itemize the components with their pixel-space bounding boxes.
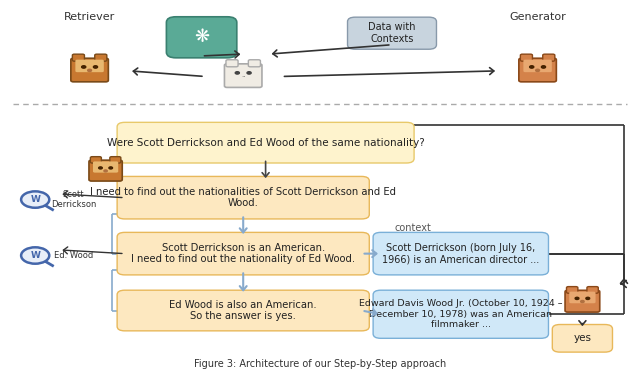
Text: Edward Davis Wood Jr. (October 10, 1924 –
December 10, 1978) was an American
fil: Edward Davis Wood Jr. (October 10, 1924 … <box>359 300 563 329</box>
Text: W: W <box>30 251 40 260</box>
Text: ..: .. <box>241 72 246 78</box>
FancyBboxPatch shape <box>110 157 121 163</box>
FancyBboxPatch shape <box>373 232 548 275</box>
FancyBboxPatch shape <box>71 58 108 82</box>
FancyBboxPatch shape <box>566 286 578 293</box>
Circle shape <box>21 191 49 208</box>
FancyBboxPatch shape <box>117 290 369 331</box>
Text: I need to find out the nationalities of Scott Derrickson and Ed
Wood.: I need to find out the nationalities of … <box>90 187 396 209</box>
FancyBboxPatch shape <box>569 292 596 303</box>
FancyBboxPatch shape <box>373 290 548 338</box>
FancyBboxPatch shape <box>76 60 104 72</box>
FancyBboxPatch shape <box>520 54 532 61</box>
Text: Scott Derrickson (born July 16,
1966) is an American director ...: Scott Derrickson (born July 16, 1966) is… <box>382 243 540 264</box>
Text: Were Scott Derrickson and Ed Wood of the same nationality?: Were Scott Derrickson and Ed Wood of the… <box>107 138 424 148</box>
FancyBboxPatch shape <box>543 54 555 61</box>
Circle shape <box>21 247 49 264</box>
FancyBboxPatch shape <box>117 232 369 275</box>
FancyBboxPatch shape <box>72 54 84 61</box>
Circle shape <box>536 69 540 72</box>
Text: Ed Wood is also an American.
So the answer is yes.: Ed Wood is also an American. So the answ… <box>170 300 317 321</box>
Circle shape <box>580 301 584 303</box>
Circle shape <box>82 66 86 68</box>
Text: Retriever: Retriever <box>64 12 115 22</box>
Circle shape <box>109 167 113 169</box>
Text: yes: yes <box>573 333 591 343</box>
Circle shape <box>530 66 534 68</box>
Text: Generator: Generator <box>509 12 566 22</box>
Text: Data with
Contexts: Data with Contexts <box>368 22 416 44</box>
FancyBboxPatch shape <box>225 64 262 87</box>
Circle shape <box>541 66 545 68</box>
Circle shape <box>586 297 589 300</box>
Text: Scott Derrickson is an American.
I need to find out the nationality of Ed Wood.: Scott Derrickson is an American. I need … <box>131 243 355 264</box>
FancyBboxPatch shape <box>519 58 556 82</box>
Circle shape <box>99 167 102 169</box>
Circle shape <box>93 66 97 68</box>
FancyBboxPatch shape <box>552 325 612 352</box>
FancyBboxPatch shape <box>89 160 122 181</box>
Text: Ed. Wood: Ed. Wood <box>54 251 93 260</box>
FancyBboxPatch shape <box>524 60 552 72</box>
Circle shape <box>236 72 239 74</box>
Circle shape <box>104 170 108 172</box>
Text: Figure 3: Architecture of our Step-by-Step approach: Figure 3: Architecture of our Step-by-St… <box>194 358 446 369</box>
FancyBboxPatch shape <box>587 286 598 293</box>
FancyBboxPatch shape <box>565 290 600 312</box>
Text: context: context <box>394 223 431 233</box>
FancyBboxPatch shape <box>166 17 237 58</box>
FancyBboxPatch shape <box>95 54 107 61</box>
Text: Scott
Derrickson: Scott Derrickson <box>51 190 96 209</box>
FancyBboxPatch shape <box>226 60 238 67</box>
Circle shape <box>247 72 251 74</box>
FancyBboxPatch shape <box>93 162 118 173</box>
FancyBboxPatch shape <box>117 122 414 163</box>
Text: W: W <box>30 195 40 204</box>
FancyBboxPatch shape <box>348 17 436 49</box>
Circle shape <box>88 69 92 72</box>
Circle shape <box>575 297 579 300</box>
FancyBboxPatch shape <box>248 60 260 67</box>
Text: ❋: ❋ <box>194 28 209 46</box>
FancyBboxPatch shape <box>117 176 369 219</box>
FancyBboxPatch shape <box>90 157 101 163</box>
